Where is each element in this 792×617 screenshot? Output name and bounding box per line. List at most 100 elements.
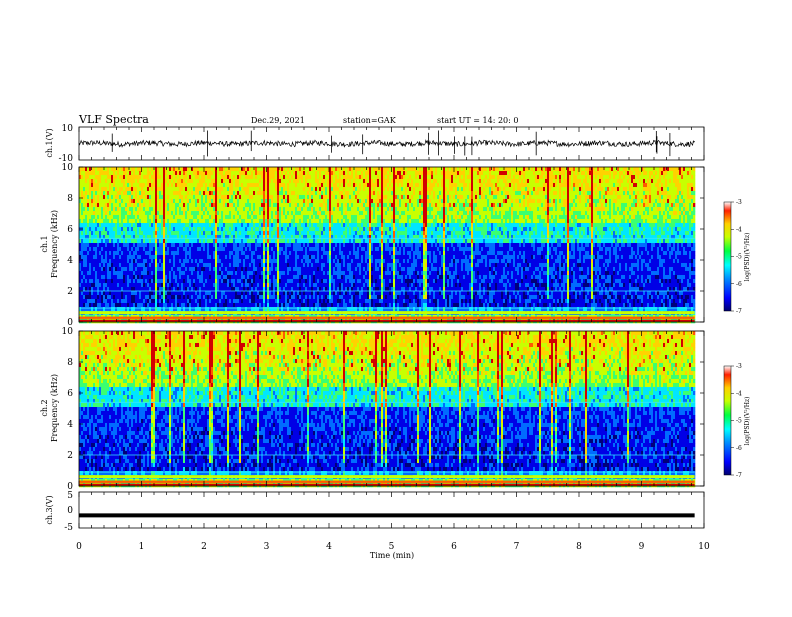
heat-cell (229, 203, 231, 207)
heat-cell (221, 207, 223, 211)
heat-cell (139, 219, 141, 223)
heat-cell (129, 223, 131, 227)
heat-cell (135, 167, 137, 171)
heat-cell (101, 171, 103, 175)
heat-cell (259, 291, 261, 295)
heat-cell (229, 215, 231, 219)
heat-cell (159, 271, 161, 275)
heat-cell (269, 275, 271, 279)
heat-cell (229, 243, 231, 247)
heat-cell (101, 263, 103, 267)
heat-cell (197, 203, 199, 207)
heat-cell (253, 275, 255, 279)
heat-cell (323, 219, 325, 223)
heat-cell (259, 227, 261, 231)
heat-cell (203, 267, 205, 271)
heat-cell (173, 167, 175, 171)
heat-cell (161, 203, 163, 207)
heat-cell (171, 203, 173, 207)
heat-cell (209, 203, 211, 207)
heat-cell (245, 299, 247, 303)
heat-cell (115, 259, 117, 263)
heat-cell (171, 247, 173, 251)
heat-cell (251, 267, 253, 271)
heat-cell (239, 259, 241, 263)
heat-cell (323, 303, 325, 307)
heat-cell (179, 267, 181, 271)
heat-cell (221, 291, 223, 295)
heat-cell (259, 255, 261, 259)
heat-cell (117, 255, 119, 259)
heat-cell (157, 171, 159, 175)
heat-cell (83, 207, 85, 211)
heat-cell (287, 295, 289, 299)
heat-cell (191, 303, 193, 307)
heat-cell (231, 219, 233, 223)
heat-cell (95, 299, 97, 303)
heat-cell (99, 271, 101, 275)
heat-cell (93, 259, 95, 263)
heat-cell (321, 299, 323, 303)
heat-cell (289, 295, 291, 299)
heat-cell (179, 271, 181, 275)
heat-cell (265, 223, 267, 227)
heat-cell (303, 187, 305, 191)
heat-cell (285, 239, 287, 243)
heat-cell (315, 307, 317, 311)
heat-cell (249, 195, 251, 199)
heat-cell (289, 167, 291, 171)
heat-cell (315, 195, 317, 199)
heat-cell (179, 223, 181, 227)
heat-cell (309, 199, 311, 203)
heat-cell (229, 271, 231, 275)
heat-cell (177, 271, 179, 275)
heat-cell (119, 203, 121, 207)
heat-cell (101, 227, 103, 231)
heat-cell (189, 167, 191, 171)
heat-cell (157, 255, 159, 259)
heat-cell (123, 175, 125, 179)
heat-cell (325, 299, 327, 303)
heat-cell (139, 167, 141, 171)
heat-cell (179, 195, 181, 199)
heat-cell (109, 243, 111, 247)
heat-cell (143, 263, 145, 267)
heat-cell (197, 195, 199, 199)
heat-cell (121, 291, 123, 295)
heat-cell (161, 179, 163, 183)
heat-cell (97, 171, 99, 175)
heat-cell (103, 279, 105, 283)
heat-cell (191, 299, 193, 303)
heat-cell (273, 199, 275, 203)
heat-cell (201, 207, 203, 211)
heat-cell (111, 279, 113, 283)
heat-cell (169, 295, 171, 299)
heat-cell (221, 275, 223, 279)
heat-cell (177, 251, 179, 255)
heat-cell (153, 211, 155, 215)
heat-cell (95, 195, 97, 199)
heat-cell (95, 191, 97, 195)
heat-cell (323, 291, 325, 295)
heat-cell (195, 191, 197, 195)
heat-cell (323, 187, 325, 191)
heat-cell (181, 295, 183, 299)
heat-cell (227, 199, 229, 203)
heat-cell (313, 191, 315, 195)
heat-cell (295, 231, 297, 235)
heat-cell (263, 167, 265, 171)
heat-cell (323, 239, 325, 243)
heat-cell (117, 275, 119, 279)
heat-cell (287, 259, 289, 263)
heat-cell (87, 247, 89, 251)
heat-cell (111, 247, 113, 251)
heat-cell (97, 271, 99, 275)
heat-cell (165, 227, 167, 231)
heat-cell (101, 215, 103, 219)
heat-cell (129, 179, 131, 183)
heat-cell (323, 203, 325, 207)
heat-cell (325, 231, 327, 235)
heat-cell (267, 223, 269, 227)
heat-cell (101, 259, 103, 263)
heat-cell (297, 283, 299, 287)
